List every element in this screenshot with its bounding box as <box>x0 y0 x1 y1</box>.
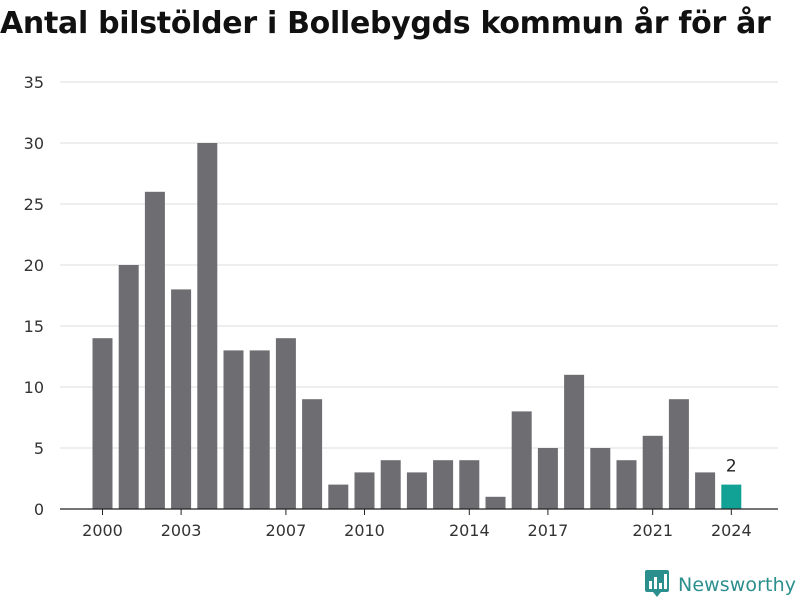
bar <box>354 472 375 509</box>
bar <box>275 338 296 509</box>
bar <box>590 448 611 509</box>
chart-title: Antal bilstölder i Bollebygds kommun år … <box>0 6 771 41</box>
bar <box>144 191 165 510</box>
y-tick-label: 0 <box>34 500 44 519</box>
x-tick-label: 2021 <box>632 521 673 540</box>
grid-lines <box>60 81 778 449</box>
y-tick-label: 15 <box>24 317 44 336</box>
bar <box>197 143 218 509</box>
bar <box>223 350 244 509</box>
bars <box>60 143 778 510</box>
bar <box>249 350 270 509</box>
bar <box>642 435 663 509</box>
x-tick-label: 2000 <box>82 521 123 540</box>
bar <box>511 411 532 509</box>
x-axis-labels: 2000 2003 2007 2010 2014 2017 2021 2024 <box>82 509 752 540</box>
x-tick-label: 2007 <box>266 521 307 540</box>
bar-highlight <box>721 484 742 509</box>
newsworthy-logo-icon <box>644 568 670 602</box>
data-label: 2 <box>726 457 737 477</box>
bar <box>433 460 454 509</box>
y-axis-labels: 0 5 10 15 20 25 30 35 <box>24 73 44 519</box>
bar <box>616 460 637 509</box>
x-tick-label: 2003 <box>161 521 202 540</box>
newsworthy-logo: Newsworthy <box>644 568 796 602</box>
x-tick-label: 2017 <box>528 521 569 540</box>
y-tick-label: 20 <box>24 256 44 275</box>
bar <box>302 399 323 509</box>
x-tick-label: 2024 <box>711 521 752 540</box>
bar <box>380 460 401 509</box>
bar <box>459 460 480 509</box>
bar <box>537 448 558 509</box>
bar <box>118 265 139 509</box>
bar <box>171 289 192 509</box>
bar <box>328 484 349 509</box>
y-tick-label: 10 <box>24 378 44 397</box>
bar <box>668 399 689 509</box>
y-tick-label: 25 <box>24 195 44 214</box>
y-tick-label: 30 <box>24 134 44 153</box>
bar <box>485 496 506 509</box>
bar <box>406 472 427 509</box>
bar <box>92 338 113 509</box>
y-tick-label: 35 <box>24 73 44 92</box>
annotations: 2 <box>726 457 737 477</box>
brand-name: Newsworthy <box>678 574 797 596</box>
y-tick-label: 5 <box>34 439 44 458</box>
x-tick-label: 2014 <box>449 521 490 540</box>
bar <box>564 374 585 509</box>
x-tick-label: 2010 <box>344 521 385 540</box>
bar <box>695 472 716 509</box>
